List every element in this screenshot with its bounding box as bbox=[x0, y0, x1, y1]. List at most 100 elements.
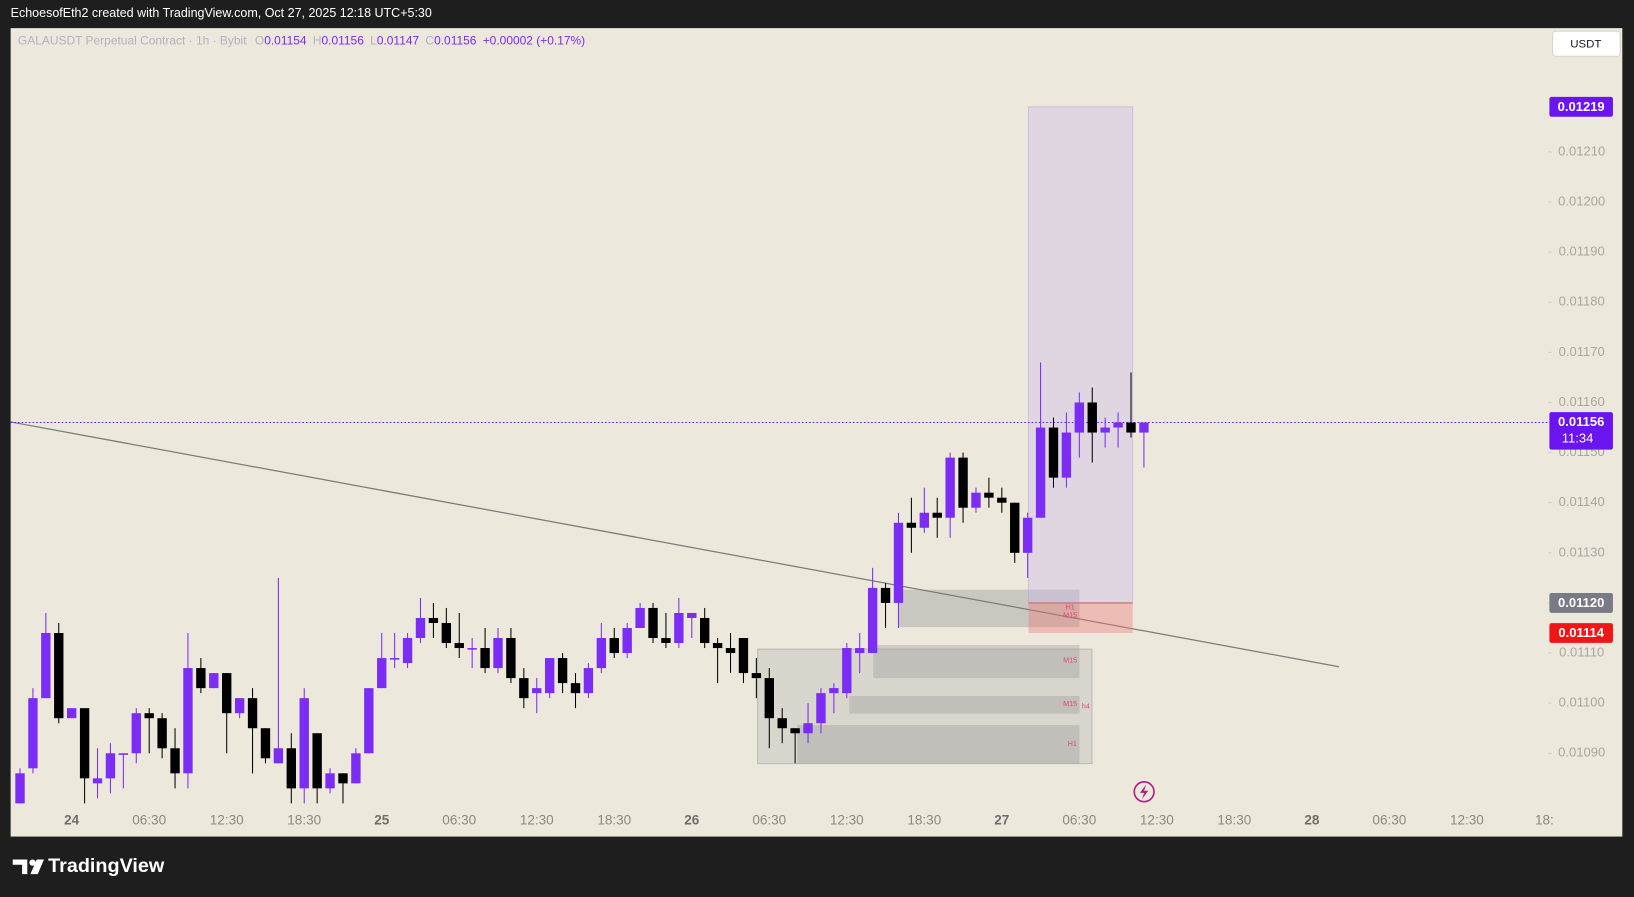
candle-body bbox=[222, 673, 232, 714]
y-tick-label: 0.01190 bbox=[1559, 244, 1605, 259]
x-tick-label: 18:30 bbox=[287, 813, 321, 828]
candle-body bbox=[570, 683, 581, 694]
candle-body bbox=[803, 723, 813, 734]
candle-body bbox=[105, 753, 116, 779]
candle-body bbox=[364, 688, 374, 754]
candle-body bbox=[467, 648, 477, 650]
candle-body bbox=[402, 638, 413, 664]
target-zone bbox=[1027, 106, 1134, 604]
candle-body bbox=[28, 698, 38, 769]
candle-body bbox=[1139, 422, 1149, 433]
candle-body bbox=[855, 648, 865, 654]
x-tick-label: 12:30 bbox=[830, 813, 864, 828]
x-tick-label: 25 bbox=[374, 813, 390, 828]
candle-body bbox=[635, 607, 645, 628]
candle-body bbox=[609, 638, 619, 654]
y-tick-label: 0.01130 bbox=[1559, 544, 1605, 559]
candle-body bbox=[906, 522, 917, 528]
candle-body bbox=[596, 638, 607, 669]
alert-icon[interactable] bbox=[1133, 781, 1155, 803]
candle-body bbox=[842, 648, 852, 694]
candle-body bbox=[764, 678, 774, 719]
candle-body bbox=[299, 698, 309, 789]
candle-body bbox=[544, 658, 555, 694]
stop-zone bbox=[1028, 602, 1133, 634]
candle-body bbox=[984, 492, 994, 498]
zone-label: h4 bbox=[1082, 701, 1090, 710]
candle-body bbox=[54, 633, 64, 719]
candle-body bbox=[1061, 432, 1072, 478]
candle-body bbox=[351, 753, 361, 784]
candle-body bbox=[790, 728, 800, 734]
candle-body bbox=[66, 708, 77, 719]
candle-body bbox=[234, 698, 245, 714]
price-tag-label: 0.01156 bbox=[1558, 414, 1604, 429]
candle-body bbox=[932, 512, 942, 518]
x-tick-label: 06:30 bbox=[1372, 813, 1406, 828]
candle-body bbox=[583, 668, 594, 694]
candle-body bbox=[377, 658, 387, 689]
y-tick-label: 0.01180 bbox=[1559, 294, 1605, 309]
y-tick-label: 0.01200 bbox=[1558, 193, 1605, 208]
candle-body bbox=[1022, 517, 1033, 553]
y-tick-label: 0.01140 bbox=[1559, 494, 1605, 509]
y-tick-label: 0.01210 bbox=[1558, 143, 1605, 158]
candle-body bbox=[661, 638, 671, 644]
candle-body bbox=[997, 497, 1007, 503]
candle-body bbox=[712, 643, 723, 649]
x-tick-label: 06:30 bbox=[1062, 813, 1096, 828]
x-tick-label: 26 bbox=[684, 813, 700, 828]
candle-body bbox=[674, 612, 684, 644]
candle-body bbox=[144, 713, 154, 719]
y-tick-label: 0.01170 bbox=[1559, 344, 1605, 359]
zone-label: H1 bbox=[1068, 739, 1077, 748]
candle-body bbox=[131, 713, 141, 754]
zone-label: H1 bbox=[1066, 602, 1075, 611]
legend-change: +0.00002 (+0.17%) bbox=[483, 34, 585, 48]
x-tick-label: 28 bbox=[1304, 813, 1320, 828]
candle-body bbox=[209, 673, 219, 689]
y-tick-label: 0.01090 bbox=[1558, 745, 1605, 760]
legend: GALAUSDT Perpetual Contract · 1h · Bybit… bbox=[18, 34, 585, 48]
candle-body bbox=[506, 638, 516, 679]
x-tick-label: 18:30 bbox=[907, 813, 941, 828]
candle-body bbox=[454, 643, 464, 649]
legend-key: H bbox=[313, 34, 322, 48]
x-tick-label: 12:30 bbox=[210, 813, 244, 828]
candle-body bbox=[622, 627, 632, 654]
x-tick-label: 06:30 bbox=[442, 813, 476, 828]
x-tick-label: 12:30 bbox=[520, 813, 554, 828]
legend-key: L bbox=[370, 34, 377, 48]
candle-body bbox=[286, 748, 296, 789]
candle-body bbox=[196, 668, 206, 689]
trend-line bbox=[10, 421, 1340, 668]
candle-body bbox=[15, 773, 25, 804]
symbol-title: GALAUSDT Perpetual Contract · 1h · Bybit bbox=[18, 34, 247, 48]
brand-name: TradingView bbox=[48, 855, 165, 877]
x-tick-label: 18: bbox=[1535, 813, 1554, 828]
zone bbox=[797, 725, 1080, 764]
y-tick-label: 0.01110 bbox=[1559, 644, 1604, 659]
currency-button[interactable] bbox=[1551, 30, 1621, 57]
candle-body bbox=[738, 638, 749, 674]
candle-body bbox=[945, 457, 955, 518]
price-tag bbox=[1549, 623, 1613, 643]
candle-body bbox=[867, 587, 878, 654]
logo-part bbox=[29, 859, 36, 866]
candle-body bbox=[829, 688, 839, 694]
x-tick-label: 24 bbox=[64, 813, 80, 828]
x-tick-label: 06:30 bbox=[132, 813, 166, 828]
candle-body bbox=[338, 773, 348, 784]
zone-label: M15 bbox=[1063, 655, 1077, 664]
candle-body bbox=[415, 617, 426, 639]
candle-body bbox=[389, 658, 400, 660]
candle-body bbox=[273, 748, 284, 764]
logo-part bbox=[12, 859, 28, 875]
legend-key: O bbox=[255, 34, 264, 48]
currency-label: USDT bbox=[1570, 38, 1601, 50]
x-tick-label: 18:30 bbox=[597, 813, 631, 828]
candle-body bbox=[880, 587, 891, 603]
candle-body bbox=[557, 658, 568, 684]
